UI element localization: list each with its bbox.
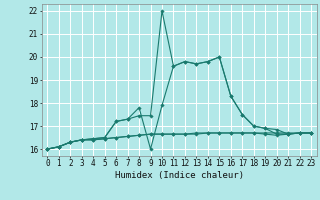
X-axis label: Humidex (Indice chaleur): Humidex (Indice chaleur)	[115, 171, 244, 180]
